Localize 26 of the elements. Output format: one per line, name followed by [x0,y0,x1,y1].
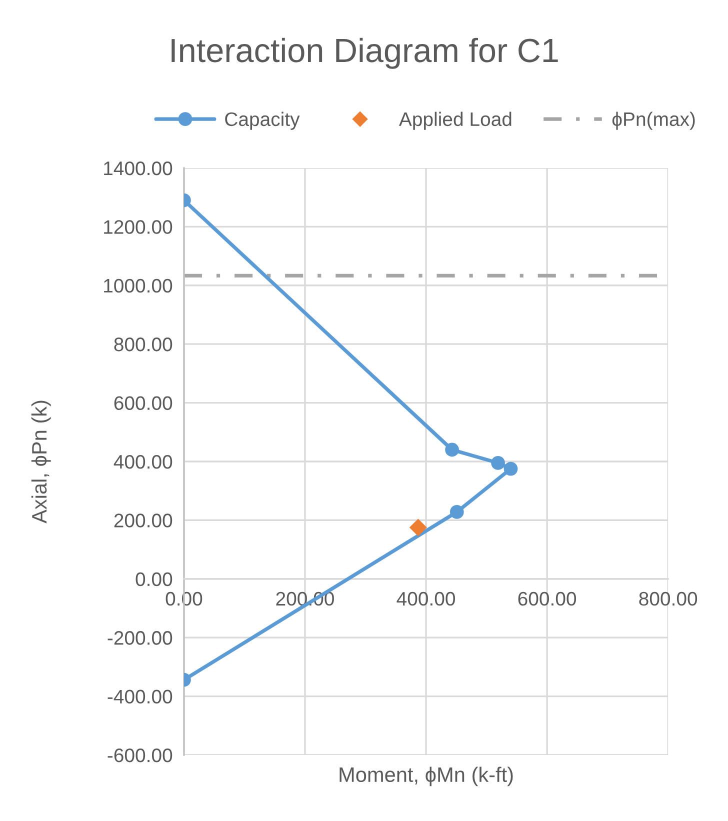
x-tick-label: 800.00 [639,592,698,606]
y-axis-title: Axial, ϕPn (k) [31,400,51,524]
point [450,505,464,519]
y-tick-label: 1400.00 [104,161,172,176]
legend-label: Applied Load [398,112,512,130]
point [491,456,505,470]
y-tick-label: 600.00 [114,396,172,410]
chart-title: Interaction Diagram for C1 [172,38,558,69]
y-tick-label: 1000.00 [104,278,172,293]
x-axis-title: Moment, ϕMn (k-ft) [340,766,513,786]
point [445,442,459,457]
x-tick-label: 0.00 [166,592,202,606]
y-tick-label: -200.00 [108,631,172,645]
point [504,462,518,476]
legend-label: ϕPn(max) [612,112,695,130]
x-tick-label: 600.00 [518,592,576,606]
y-tick-label: 1200.00 [104,220,172,234]
y-tick-label: 0.00 [136,572,172,586]
legend-label: Capacity [225,112,300,130]
y-tick-label: -400.00 [108,690,172,704]
y-tick-label: -600.00 [108,748,172,762]
y-tick-label: 200.00 [114,514,172,528]
point [409,518,427,536]
y-tick-label: 400.00 [114,454,172,469]
x-tick-label: 400.00 [396,592,456,606]
y-tick-label: 800.00 [114,338,172,352]
